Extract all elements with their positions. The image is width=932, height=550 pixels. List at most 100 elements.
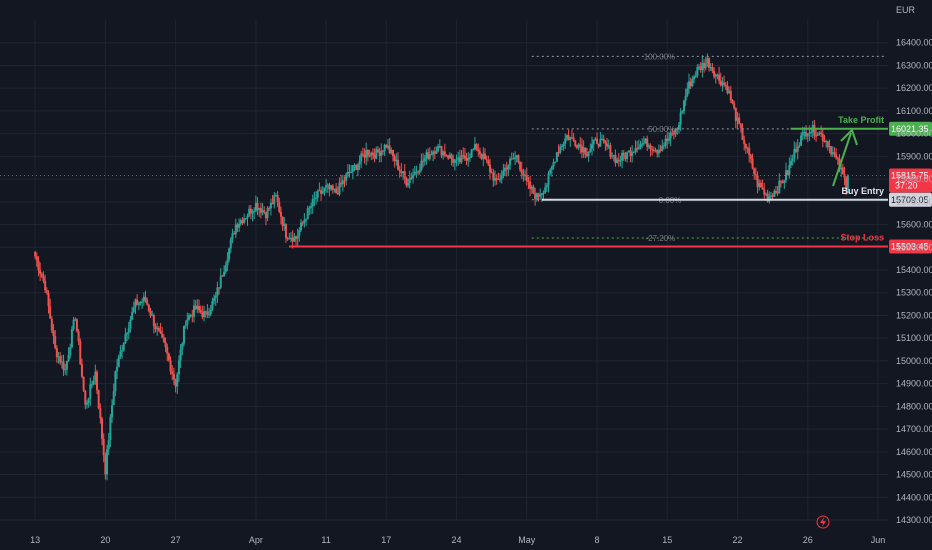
candle-body xyxy=(331,185,334,190)
candle-body xyxy=(485,159,488,161)
candle-body xyxy=(428,154,431,159)
candle-body xyxy=(343,180,346,182)
candle-body xyxy=(288,238,291,240)
candle-body xyxy=(320,190,323,194)
candle-body xyxy=(400,170,403,174)
candle-body xyxy=(179,349,182,361)
candle-body xyxy=(126,332,129,335)
candle-body xyxy=(438,145,441,147)
candle-body xyxy=(142,296,145,302)
candle-body xyxy=(162,337,165,343)
candle-body xyxy=(244,218,247,220)
candle-body xyxy=(510,158,513,160)
candle-body xyxy=(403,171,406,178)
candle-body xyxy=(393,156,396,162)
candle-body xyxy=(733,103,736,109)
candle-body xyxy=(144,296,147,301)
candle-body xyxy=(731,100,734,104)
candle-body xyxy=(726,85,729,94)
candle-body xyxy=(584,147,587,155)
candle-body xyxy=(112,391,115,406)
candle-body xyxy=(545,185,548,188)
y-tick-label: 14400.00 xyxy=(896,492,932,502)
candle-body xyxy=(127,328,130,333)
candle-body xyxy=(45,290,48,293)
candle-body xyxy=(539,195,542,197)
candle-body xyxy=(101,418,104,439)
candle-body xyxy=(243,218,246,223)
candle-body xyxy=(517,155,520,163)
candle-body xyxy=(350,171,353,174)
candle-body xyxy=(348,172,351,174)
candle-body xyxy=(585,154,588,157)
lightning-icon[interactable] xyxy=(816,515,830,529)
candle-body xyxy=(753,168,756,175)
candle-body xyxy=(813,125,816,136)
candle-body xyxy=(291,237,294,242)
candle-body xyxy=(453,160,456,163)
candle-body xyxy=(89,384,92,399)
y-tick-label: 14600.00 xyxy=(896,447,932,457)
candle-body xyxy=(251,211,254,214)
candle-body xyxy=(174,379,177,387)
candle-body xyxy=(766,193,769,202)
candle-body xyxy=(386,145,389,148)
y-tick-label: 15300.00 xyxy=(896,288,932,298)
y-axis[interactable]: 14300.00 14400.00 14500.00 14600.00 14700.00… xyxy=(896,38,932,525)
candle-body xyxy=(166,347,169,354)
candle-body xyxy=(422,160,425,162)
buy-entry-badge-text: 15709.05 xyxy=(891,195,929,205)
candle-body xyxy=(719,80,722,86)
candle-body xyxy=(181,343,184,350)
candle-body xyxy=(206,311,209,315)
candle-body xyxy=(62,361,65,371)
candle-body xyxy=(218,287,221,289)
candle-body xyxy=(524,174,527,176)
candle-body xyxy=(85,402,88,405)
y-tick-label: 15500.00 xyxy=(896,242,932,252)
candle-body xyxy=(407,182,410,186)
candle-body xyxy=(216,287,219,296)
candle-body xyxy=(555,152,558,162)
candle-body xyxy=(345,174,348,181)
candle-body xyxy=(763,189,766,195)
candle-body xyxy=(40,273,43,277)
candle-body xyxy=(184,325,187,327)
candle-body xyxy=(522,173,525,176)
y-tick-label: 15900.00 xyxy=(896,151,932,161)
candle-body xyxy=(204,311,207,313)
candle-body xyxy=(77,331,80,342)
candle-body xyxy=(667,138,670,141)
buy-entry-badge xyxy=(889,192,932,207)
candle-body xyxy=(378,152,381,156)
candle-body xyxy=(273,195,276,205)
candle-body xyxy=(470,149,473,158)
candle-body xyxy=(713,71,716,77)
candle-body xyxy=(497,178,500,180)
candle-body xyxy=(616,159,619,164)
candle-body xyxy=(448,154,451,159)
candle-body xyxy=(238,223,241,228)
candle-body xyxy=(557,152,560,154)
candle-body xyxy=(537,193,540,197)
x-axis[interactable]: 13 20 27 Apr 11 17 24 May 8 15 22 26 Jun xyxy=(30,535,885,545)
candle-body xyxy=(368,155,371,157)
candle-body xyxy=(549,169,552,174)
candle-body xyxy=(639,144,642,148)
candle-body xyxy=(754,174,757,176)
candle-body xyxy=(657,149,660,154)
candle-body xyxy=(44,280,47,291)
candle-body xyxy=(276,195,279,202)
candle-body xyxy=(520,169,523,174)
candle-body xyxy=(672,133,675,135)
candle-body xyxy=(60,361,63,363)
candle-body xyxy=(196,305,199,310)
y-tick-label: 16300.00 xyxy=(896,60,932,70)
candle-body xyxy=(483,153,486,160)
y-tick-label: 15100.00 xyxy=(896,333,932,343)
candle-body xyxy=(236,224,239,228)
candle-body xyxy=(159,330,162,334)
candle-body xyxy=(718,74,721,81)
